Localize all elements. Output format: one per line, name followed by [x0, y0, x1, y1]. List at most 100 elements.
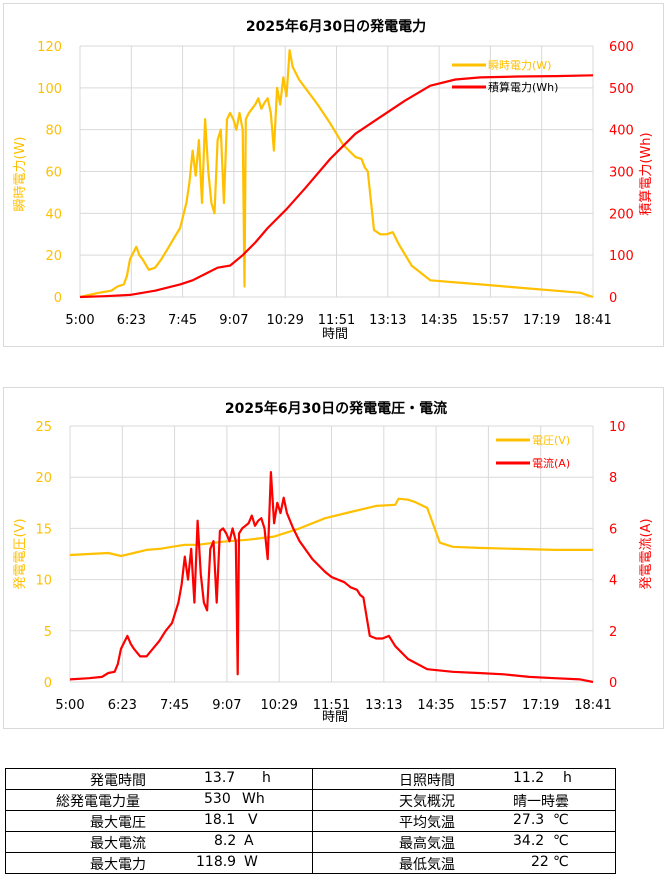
summary-unit: Wh: [242, 791, 265, 807]
summary-unit: V: [248, 812, 258, 828]
summary-row: 天気概況 晴一時曇: [313, 790, 615, 811]
y-tick-label-left: 0: [44, 676, 52, 691]
power-chart-legend: 瞬時電力(W) 積算電力(Wh): [452, 59, 558, 94]
x-tick-label: 10:29: [266, 313, 303, 328]
series-line-current: [69, 470, 594, 684]
y-tick-label-left: 60: [45, 166, 62, 181]
x-tick-label: 17:19: [523, 313, 560, 328]
voltage-current-chart-panel: 2025年6月30日の発電電圧・電流 0 5 10 15 20 25 0 2 4 6 8 10 5:…: [3, 387, 664, 729]
power-chart-x-axis-label: 時間: [322, 327, 348, 342]
x-tick-label: 18:41: [574, 313, 611, 328]
x-tick-label: 11:51: [313, 698, 350, 713]
y-tick-label-left: 25: [35, 420, 52, 435]
summary-row: 日照時間 11.2 h: [313, 769, 615, 790]
summary-label: 発電時間: [90, 773, 146, 789]
y-tick-label-right: 600: [609, 40, 634, 55]
x-tick-label: 14:35: [420, 313, 457, 328]
x-tick-label: 9:07: [212, 698, 241, 713]
y-tick-label-left: 20: [35, 471, 52, 486]
y-tick-label-right: 8: [609, 471, 617, 486]
legend-label-current: 電流(A): [532, 456, 570, 470]
x-tick-label: 18:41: [574, 698, 611, 713]
summary-row: 最低気温 22 ℃: [313, 853, 615, 873]
y-tick-label-right: 10: [609, 420, 626, 435]
power-chart-title: 2025年6月30日の発電電力: [246, 18, 426, 35]
x-tick-label: 13:13: [369, 313, 406, 328]
y-tick-label-left: 0: [54, 291, 62, 306]
summary-label: 最高気温: [399, 836, 455, 852]
summary-value: 8.2: [214, 833, 237, 849]
y-tick-label-left: 10: [35, 574, 52, 589]
summary-row: 最大電圧 18.1 V: [6, 811, 312, 832]
summary-left-column: 発電時間 13.7 h 総発電電力量 530 Wh 最大電圧 18.1 V 最大…: [6, 769, 313, 873]
summary-label: 最低気温: [399, 857, 455, 873]
x-tick-label: 6:23: [117, 313, 146, 328]
y-tick-label-right: 200: [609, 207, 634, 222]
summary-label: 総発電電力量: [56, 794, 140, 810]
summary-row: 最大電流 8.2 A: [6, 832, 312, 853]
summary-value: 11.2: [513, 770, 545, 786]
summary-row: 平均気温 27.3 ℃: [313, 811, 615, 832]
x-tick-label: 5:00: [55, 698, 84, 713]
summary-unit: ℃: [553, 833, 569, 849]
legend-label-voltage: 電圧(V): [532, 434, 570, 447]
y-tick-label-right: 4: [609, 574, 617, 589]
y-tick-label-left: 20: [45, 249, 62, 264]
x-tick-label: 10:29: [260, 698, 297, 713]
summary-row: 総発電電力量 530 Wh: [6, 790, 312, 811]
summary-right-column: 日照時間 11.2 h 天気概況 晴一時曇 平均気温 27.3 ℃ 最高気温 3…: [313, 769, 615, 873]
x-tick-label: 15:57: [472, 313, 509, 328]
summary-unit: ℃: [553, 812, 569, 828]
x-tick-label: 14:35: [417, 698, 454, 713]
series-line-voltage: [69, 497, 593, 558]
y-tick-label-left: 80: [45, 124, 62, 139]
voltage-current-chart-legend: 電圧(V) 電流(A): [496, 434, 570, 470]
summary-label: 平均気温: [399, 815, 455, 831]
power-chart: 2025年6月30日の発電電力 0 20 40 60 80 100 120 0 100 200 3…: [13, 18, 654, 342]
voltage-current-chart-x-axis-label: 時間: [322, 710, 348, 725]
y-tick-label-right: 100: [609, 249, 634, 264]
summary-value: 18.1: [204, 812, 236, 828]
summary-unit: h: [563, 770, 572, 786]
y-tick-label-left: 120: [37, 40, 62, 55]
summary-label: 日照時間: [399, 773, 455, 789]
summary-value: 22: [531, 854, 549, 870]
daily-summary-table: 発電時間 13.7 h 総発電電力量 530 Wh 最大電圧 18.1 V 最大…: [5, 768, 616, 874]
x-tick-label: 7:45: [168, 313, 197, 328]
x-tick-label: 15:57: [470, 698, 507, 713]
summary-unit: h: [262, 770, 271, 786]
summary-value: 13.7: [204, 770, 236, 786]
voltage-current-chart-title: 2025年6月30日の発電電圧・電流: [225, 400, 447, 417]
summary-value: 118.9: [196, 854, 237, 870]
x-tick-label: 13:13: [365, 698, 402, 713]
y-tick-label-left: 100: [37, 82, 62, 97]
summary-row: 最大電力 118.9 W: [6, 853, 312, 873]
power-chart-panel: 2025年6月30日の発電電力 0 20 40 60 80 100 120 0 100 200 3…: [3, 3, 664, 347]
legend-label-energy: 積算電力(Wh): [488, 80, 558, 94]
y-tick-label-left: 15: [35, 522, 52, 537]
y-tick-label-right: 0: [609, 291, 617, 306]
summary-value: 530: [204, 791, 231, 807]
y-tick-label-right: 2: [609, 625, 617, 640]
series-line-instant-power: [79, 49, 594, 299]
y-tick-label-right: 0: [609, 676, 617, 691]
summary-value: 晴一時曇: [513, 794, 569, 810]
series-line-cumulative-energy: [79, 74, 594, 299]
summary-row: 最高気温 34.2 ℃: [313, 832, 615, 853]
summary-label: 最大電流: [90, 836, 146, 852]
x-tick-label: 17:19: [522, 698, 559, 713]
y-tick-label-right: 400: [609, 124, 634, 139]
x-tick-label: 7:45: [160, 698, 189, 713]
summary-label: 最大電力: [90, 857, 146, 873]
y-tick-label-left: 5: [44, 625, 52, 640]
legend-label-power: 瞬時電力(W): [488, 59, 551, 72]
summary-row: 発電時間 13.7 h: [6, 769, 312, 790]
y-tick-label-right: 6: [609, 522, 617, 537]
summary-label: 天気概況: [399, 794, 455, 810]
summary-value: 27.3: [513, 812, 545, 828]
voltage-chart-left-axis-label: 発電電圧(V): [13, 518, 28, 589]
y-tick-label-right: 300: [609, 166, 634, 181]
x-tick-label: 5:00: [65, 313, 94, 328]
y-tick-label-left: 40: [45, 207, 62, 222]
summary-label: 最大電圧: [90, 815, 146, 831]
